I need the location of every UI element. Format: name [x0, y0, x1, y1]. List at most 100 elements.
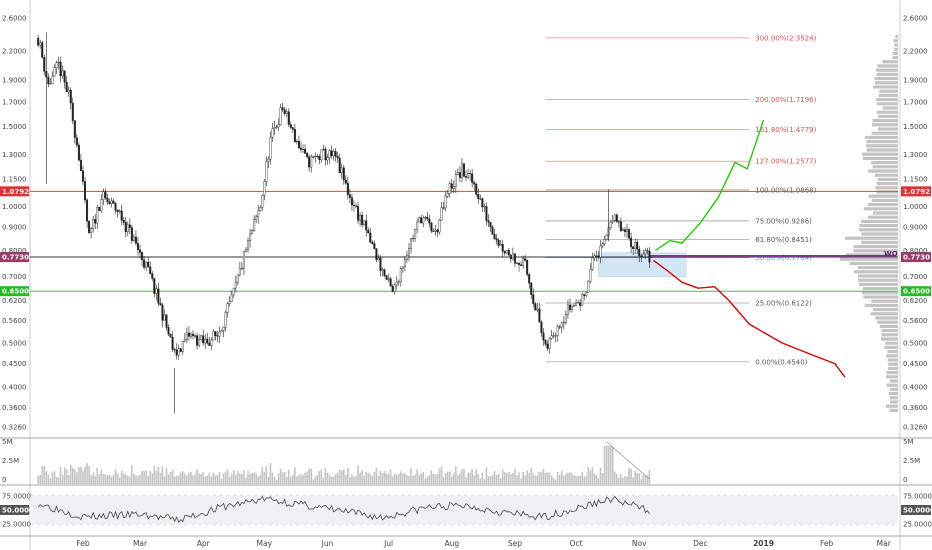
projection-path	[655, 119, 765, 251]
price-tick-right: 0.8000	[903, 247, 928, 255]
candle-body	[340, 167, 343, 174]
volume-bar	[501, 469, 504, 484]
candle-body	[171, 336, 174, 350]
fib-label: 127.00%(1.2577)	[755, 158, 816, 166]
volume-bar	[620, 474, 622, 484]
volume-profile-bar	[862, 156, 898, 160]
volume-bar	[438, 468, 441, 484]
volume-bar	[269, 463, 272, 484]
volume-bar	[302, 474, 304, 484]
volume-bar	[186, 475, 188, 484]
candle-body	[169, 334, 172, 338]
candle-body	[540, 321, 543, 333]
volume-bar	[616, 474, 618, 484]
price-axis[interactable]: 2.6000 2.6000 2.2000 2.2000 1.9000 1.9000 1.70…	[2, 15, 928, 432]
month-label: Jun	[321, 539, 334, 548]
volume-bar	[116, 473, 119, 484]
candle-body	[106, 197, 109, 203]
candle-body	[257, 210, 260, 218]
candle-body	[544, 340, 547, 345]
consolidation-box	[598, 252, 687, 277]
price-tick-left: 0.8000	[2, 247, 27, 255]
candle-body	[334, 151, 337, 157]
volume-bar	[544, 472, 547, 484]
candle-body	[240, 268, 243, 270]
volume-profile-bar	[864, 135, 898, 139]
price-tag-right	[901, 186, 931, 197]
time-axis[interactable]: Feb Mar Apr May Jun Jul Aug Sep Oct Nov Dec 2019 Feb…	[76, 539, 891, 548]
volume-bar	[499, 478, 502, 484]
volume-bar	[618, 478, 620, 484]
volume-bar	[489, 476, 492, 484]
candle-body	[644, 250, 647, 255]
candle-body	[636, 242, 639, 250]
candle-body	[187, 332, 190, 337]
candle-body	[605, 235, 608, 240]
candle-body	[116, 210, 119, 213]
candle-body	[100, 199, 103, 211]
candle-body	[475, 184, 478, 195]
volume-bar	[135, 475, 137, 484]
candle-body	[489, 222, 492, 228]
volume-bar	[404, 473, 406, 484]
candle-body	[483, 206, 486, 208]
candle-body	[558, 326, 561, 328]
candle-body	[467, 173, 470, 178]
candle-body	[310, 156, 313, 168]
candle-body	[244, 249, 247, 252]
candle-body	[143, 259, 146, 268]
price-tag-left	[0, 186, 29, 197]
volume-bar	[226, 469, 229, 484]
volume-bar	[538, 471, 541, 484]
candle-body	[550, 335, 553, 339]
price-tag-right	[901, 286, 931, 297]
volume-bar	[51, 472, 54, 484]
volume-profile-bar	[866, 140, 898, 144]
rsi-tick-right: 25.0000	[903, 521, 932, 529]
volume-bar	[471, 469, 473, 484]
volume-bar	[92, 472, 94, 484]
volume-bar	[565, 473, 567, 484]
volume-bar	[461, 469, 463, 484]
volume-bar	[589, 470, 592, 484]
volume-bar	[157, 466, 160, 484]
volume-bar	[237, 470, 239, 484]
candle-body	[460, 163, 463, 178]
candle-body	[159, 303, 162, 306]
price-tag-left	[0, 252, 29, 263]
volume-bar	[585, 475, 588, 484]
candle-body	[568, 304, 571, 310]
volume-bar	[290, 476, 292, 484]
candle-body	[226, 303, 229, 313]
price-tag-left	[0, 286, 29, 297]
volume-bar	[601, 472, 604, 484]
volume-bar	[98, 473, 101, 484]
candle-body	[269, 136, 272, 160]
candle-body	[403, 259, 406, 268]
volume-bar	[82, 470, 84, 484]
candle-body	[136, 243, 139, 250]
volume-bar	[230, 473, 233, 484]
volume-bar	[263, 471, 266, 484]
volume-bar	[448, 471, 451, 484]
candle-body	[192, 333, 195, 336]
candle-body	[289, 124, 292, 128]
volume-bar	[338, 470, 341, 484]
volume-bar	[57, 477, 60, 484]
candle-body	[526, 260, 529, 275]
candle-body	[579, 302, 582, 306]
candle-body	[210, 339, 213, 346]
candle-body	[332, 151, 335, 157]
candle-body	[570, 305, 573, 310]
volume-profile-bar	[839, 257, 898, 261]
volume-bar	[37, 475, 39, 484]
volume-profile-bar	[889, 396, 898, 400]
volume-bar	[632, 477, 634, 484]
candle-body	[361, 215, 364, 226]
candle-body	[222, 326, 225, 331]
candle-body	[94, 219, 97, 224]
candle-body	[273, 127, 276, 129]
candle-body	[297, 141, 300, 149]
volume-bar	[381, 473, 384, 484]
